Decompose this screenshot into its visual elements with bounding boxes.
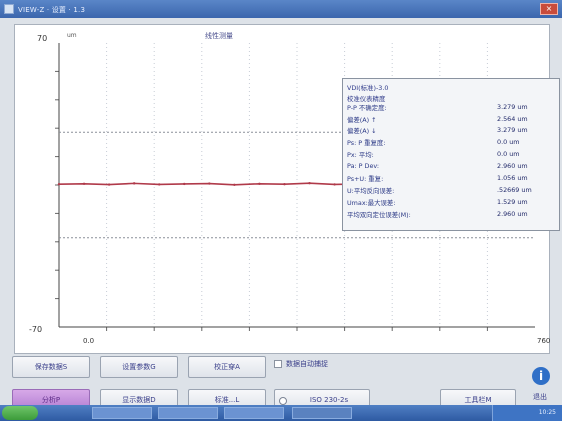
iso-standard-label: ISO 230-2s — [309, 396, 349, 404]
data-point — [57, 182, 61, 186]
taskbar-item[interactable] — [224, 407, 284, 419]
auto-capture-checkbox[interactable] — [274, 360, 282, 368]
statistics-row: Pa: P Dev: 2.960 um — [347, 162, 528, 170]
x-tick-start: 0.0 — [83, 337, 94, 345]
data-point — [82, 182, 86, 185]
close-icon[interactable]: × — [540, 3, 558, 15]
statistics-subtitle: 校准仪表精度 — [347, 95, 386, 103]
exit-button[interactable]: 退出 — [533, 393, 547, 401]
statistics-row: Ps: P 重复度: 0.0 um — [347, 138, 520, 147]
taskbar-clock: 10:25 — [538, 409, 556, 416]
statistics-row: P-P 不确定度: 3.279 um — [347, 103, 528, 112]
data-point — [233, 183, 236, 186]
data-point — [208, 182, 211, 185]
system-tray: 10:25 — [492, 405, 562, 421]
data-point — [333, 183, 336, 186]
statistics-row: Px: 平均: 0.0 um — [347, 150, 520, 159]
statistics-row: U:平均反向误差: .52669 um — [347, 186, 532, 195]
statistics-row: Ps+U: 重复: 1.056 um — [347, 174, 528, 183]
title-bar: VIEW-Z · 设置 · 1.3 × — [0, 0, 562, 18]
y-tick-top: 70 — [37, 34, 47, 43]
statistics-row: 平均双向定位误差(M): 2.960 um — [347, 210, 528, 219]
data-point — [107, 183, 111, 186]
data-point — [283, 182, 286, 186]
statistics-panel: VDI(标准)-3.0 校准仪表精度 P-P 不确定度: 3.279 um 偏差(… — [342, 78, 560, 231]
statistics-standard: VDI(标准)-3.0 — [347, 84, 389, 92]
taskbar-item[interactable] — [92, 407, 152, 419]
unit-label: um — [67, 32, 77, 39]
data-point — [183, 182, 186, 186]
plot-area: 70 -70 0.0 760 um 线性测量 VDI(标准)-3.0 校准仪表精… — [14, 24, 560, 354]
chart-svg: 70 -70 0.0 760 um 线性测量 — [29, 31, 550, 345]
statistics-row: Umax:最大误差: 1.529 um — [347, 198, 528, 207]
taskbar-item-active[interactable] — [292, 407, 352, 419]
taskbar: 10:25 — [0, 405, 562, 421]
chart-title: 线性测量 — [205, 31, 233, 40]
data-point — [132, 182, 136, 185]
setup-parameters-button[interactable]: 设置参数G — [100, 356, 178, 378]
main-window: 70 -70 0.0 760 um 线性测量 VDI(标准)-3.0 校准仪表精… — [0, 18, 562, 411]
grid — [55, 43, 488, 331]
y-tick-bottom: -70 — [29, 325, 42, 334]
auto-capture-label: 数据自动捕捉 — [286, 360, 328, 368]
data-point — [158, 183, 161, 186]
start-button[interactable] — [2, 406, 38, 420]
correction-button[interactable]: 校正穿A — [188, 356, 266, 378]
statistics-title: VDI(标准)-3.0 校准仪表精度 — [347, 83, 388, 103]
info-icon[interactable]: i — [532, 367, 550, 385]
app-icon — [4, 4, 14, 14]
axis-labels: 70 -70 0.0 760 um 线性测量 — [29, 31, 550, 345]
x-tick-end: 760 — [537, 337, 550, 345]
data-point — [308, 181, 311, 185]
taskbar-item[interactable] — [158, 407, 218, 419]
save-data-button[interactable]: 保存数据S — [12, 356, 90, 378]
statistics-row: 偏差(A) ↓ 3.279 um — [347, 126, 528, 135]
statistics-row: 偏差(A) ↑ 2.564 um — [347, 115, 528, 124]
window-title: VIEW-Z · 设置 · 1.3 — [18, 6, 86, 14]
data-point — [258, 182, 261, 185]
iso-standard-radio[interactable] — [279, 397, 287, 405]
